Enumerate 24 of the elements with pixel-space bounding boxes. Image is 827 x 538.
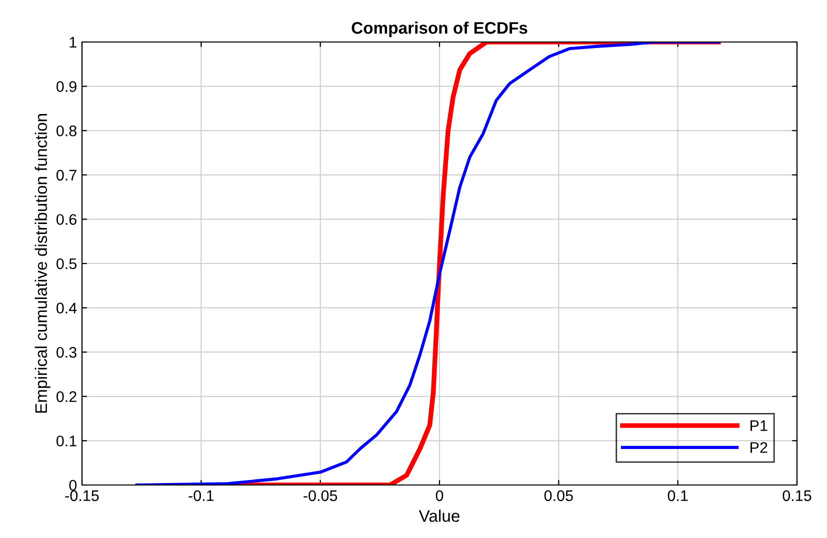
text: P2 xyxy=(750,442,768,453)
x-tick-label: 0.15 xyxy=(782,490,812,502)
y-tick-label: 0.8 xyxy=(56,125,76,136)
y-tick-label: 0.6 xyxy=(56,214,76,225)
x-tick-label: 0.1 xyxy=(668,490,688,502)
x-tick-label: -0.15 xyxy=(65,490,99,502)
y-tick-label: 0.2 xyxy=(56,391,76,402)
y-axis-title: Empirical cumulative distribution function xyxy=(34,114,50,413)
text: P1 xyxy=(750,420,768,431)
y-tick-label: 1 xyxy=(70,37,76,48)
line-series xyxy=(135,42,720,485)
y-tick-label: 0.4 xyxy=(56,302,77,314)
y-tick-label: 0.9 xyxy=(56,81,76,92)
chart-title: Comparison of ECDFs xyxy=(352,22,528,38)
x-tick-label: -0.05 xyxy=(304,490,338,502)
y-tick-label: 0.5 xyxy=(56,258,76,270)
x-axis-title: Value xyxy=(418,510,460,522)
y-tick-label: 0.3 xyxy=(56,346,76,358)
y-tick-label: 0 xyxy=(69,480,77,491)
y-tick-label: 0.7 xyxy=(56,170,76,181)
x-tick-label: 0 xyxy=(436,490,444,502)
y-tick-label: 0.1 xyxy=(56,436,76,446)
x-tick-label: 0.05 xyxy=(544,490,573,502)
x-tick-label: -0.1 xyxy=(188,490,214,502)
